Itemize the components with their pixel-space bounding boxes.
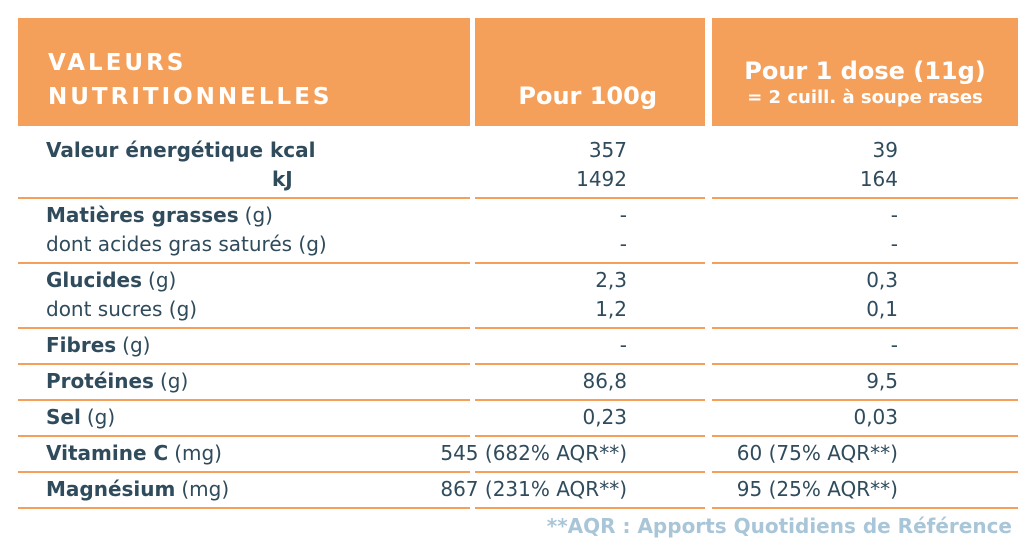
row-label-unit: (mg)	[174, 441, 222, 465]
row-label: Matières grasses (g)	[46, 201, 273, 229]
cell-per-dose: 164	[859, 167, 898, 191]
row-label: Magnésium (mg)	[46, 475, 229, 503]
separator	[712, 435, 1018, 437]
row-label-unit: (g)	[122, 333, 151, 357]
row-label: Vitamine C (mg)	[46, 439, 222, 467]
cell-per-dose: 9,5	[866, 369, 898, 393]
cell-per-100g: 0,23	[582, 405, 627, 429]
row-label: Valeur énergétique kcal	[46, 136, 315, 164]
separator	[712, 399, 1018, 401]
separator	[475, 327, 705, 329]
cell-per-dose: 39	[872, 138, 898, 162]
header-col-cell: Pour 100g	[475, 18, 705, 126]
separator	[712, 327, 1018, 329]
cell-per-100g: 545 (682% AQR**)	[440, 441, 627, 465]
separator	[18, 471, 470, 473]
cell-per-dose: -	[890, 333, 898, 357]
row-label-unit: (g)	[244, 203, 273, 227]
row-label-bold: Fibres	[46, 333, 117, 357]
row-label-unit: (g)	[86, 405, 116, 429]
cell-per-dose: 0,1	[866, 297, 898, 321]
header-title-cell: VALEURS NUTRITIONNELLES	[18, 18, 470, 126]
header-col-title: Pour 100g	[518, 82, 657, 110]
footnote: **AQR : Apports Quotidiens de Référence	[546, 514, 1012, 538]
row-label: Fibres (g)	[46, 331, 150, 359]
cell-per-100g: 867 (231% AQR**)	[440, 477, 627, 501]
separator	[475, 435, 705, 437]
cell-per-100g: -	[619, 333, 627, 357]
separator	[18, 327, 470, 329]
header-col-cell: Pour 1 dose (11g) = 2 cuill. à soupe ras…	[712, 18, 1018, 126]
separator	[18, 399, 470, 401]
row-label: kJ	[272, 165, 293, 193]
row-label-unit: dont sucres (g)	[46, 297, 198, 321]
cell-per-100g: 1,2	[595, 297, 627, 321]
row-label-unit: (mg)	[181, 477, 230, 501]
cell-per-dose: -	[890, 203, 898, 227]
separator	[712, 471, 1018, 473]
separator	[712, 363, 1018, 365]
row-label-bold: Vitamine C	[46, 441, 169, 465]
row-label: Sel (g)	[46, 403, 115, 431]
row-label-bold: Magnésium	[46, 477, 176, 501]
separator	[18, 507, 470, 509]
header-title-line: NUTRITIONNELLES	[48, 84, 333, 110]
cell-per-100g: -	[619, 232, 627, 256]
separator	[712, 262, 1018, 264]
separator	[475, 262, 705, 264]
cell-per-100g: 2,3	[595, 268, 627, 292]
separator	[712, 507, 1018, 509]
row-label-bold: Glucides	[46, 268, 143, 292]
cell-per-100g: 86,8	[582, 369, 627, 393]
cell-per-dose: 0,3	[866, 268, 898, 292]
row-label-bold: kJ	[272, 167, 293, 191]
header-col-title: Pour 1 dose (11g)	[744, 57, 986, 85]
separator	[18, 435, 470, 437]
separator	[475, 399, 705, 401]
separator	[18, 197, 470, 199]
separator	[475, 197, 705, 199]
cell-per-100g: 357	[588, 138, 627, 162]
header-col-subtitle: = 2 cuill. à soupe rases	[747, 87, 983, 108]
separator	[712, 197, 1018, 199]
separator	[475, 507, 705, 509]
row-label: dont acides gras saturés (g)	[46, 230, 327, 258]
cell-per-dose: -	[890, 232, 898, 256]
cell-per-100g: -	[619, 203, 627, 227]
row-label-unit: dont acides gras saturés (g)	[46, 232, 327, 256]
row-label: Glucides (g)	[46, 266, 176, 294]
row-label-bold: Sel	[46, 405, 81, 429]
cell-per-dose: 0,03	[853, 405, 898, 429]
row-label-bold: Matières grasses	[46, 203, 239, 227]
header-title-line: VALEURS	[48, 50, 187, 76]
row-label: Protéines (g)	[46, 367, 188, 395]
cell-per-dose: 60 (75% AQR**)	[736, 441, 898, 465]
row-label: dont sucres (g)	[46, 295, 197, 323]
row-label-bold: Protéines	[46, 369, 154, 393]
separator	[18, 262, 470, 264]
row-label-unit: (g)	[148, 268, 177, 292]
row-label-unit: (g)	[159, 369, 189, 393]
separator	[475, 363, 705, 365]
separator	[18, 363, 470, 365]
separator	[475, 471, 705, 473]
cell-per-100g: 1492	[576, 167, 627, 191]
cell-per-dose: 95 (25% AQR**)	[736, 477, 898, 501]
row-label-bold: Valeur énergétique kcal	[46, 138, 316, 162]
